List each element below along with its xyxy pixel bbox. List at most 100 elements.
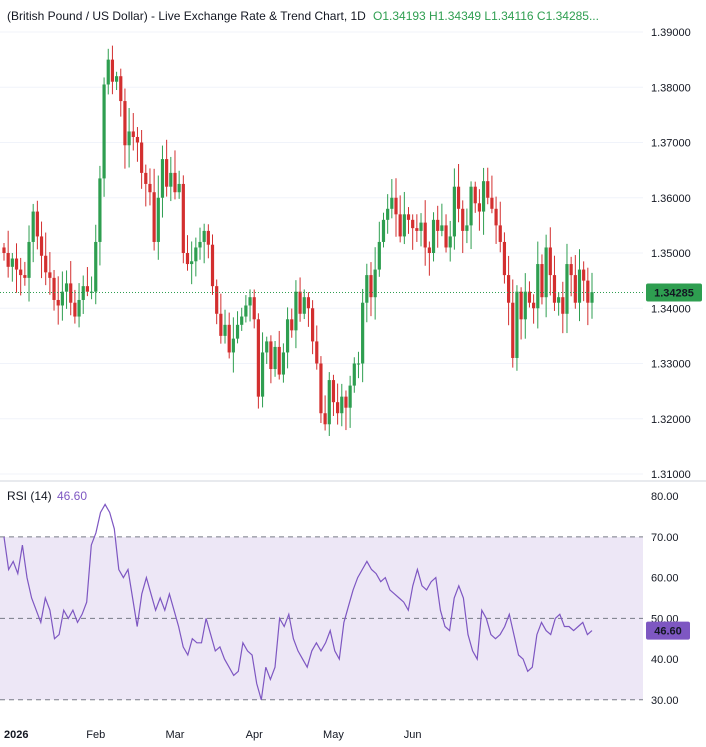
candle[interactable] xyxy=(56,276,60,325)
candle[interactable] xyxy=(515,285,519,371)
candle[interactable] xyxy=(419,213,423,247)
candle[interactable] xyxy=(336,383,340,425)
candle[interactable] xyxy=(89,276,94,300)
candle[interactable] xyxy=(227,312,231,359)
candle[interactable] xyxy=(340,383,344,427)
candle[interactable] xyxy=(223,309,227,344)
candle[interactable] xyxy=(127,107,131,168)
candle[interactable] xyxy=(202,223,206,264)
candle[interactable] xyxy=(210,234,215,295)
candle[interactable] xyxy=(369,262,373,317)
candle[interactable] xyxy=(198,227,202,260)
candle[interactable] xyxy=(10,252,14,282)
candle[interactable] xyxy=(477,189,482,231)
candle[interactable] xyxy=(165,139,169,197)
candle[interactable] xyxy=(469,181,473,250)
candle[interactable] xyxy=(219,293,223,344)
candle[interactable] xyxy=(461,200,465,254)
candle[interactable] xyxy=(169,156,173,202)
candle[interactable] xyxy=(381,212,386,248)
candle[interactable] xyxy=(582,261,586,302)
candle[interactable] xyxy=(281,343,286,383)
candle[interactable] xyxy=(490,175,494,214)
candle[interactable] xyxy=(481,167,486,235)
candle[interactable] xyxy=(327,372,331,436)
candle[interactable] xyxy=(114,71,119,91)
candle[interactable] xyxy=(94,224,98,305)
candle[interactable] xyxy=(160,145,165,218)
candle[interactable] xyxy=(148,168,152,206)
candle[interactable] xyxy=(394,178,398,237)
candle[interactable] xyxy=(532,294,536,324)
candle[interactable] xyxy=(406,207,411,234)
candle[interactable] xyxy=(35,200,39,250)
candle[interactable] xyxy=(265,336,269,364)
candle[interactable] xyxy=(577,249,582,322)
candle[interactable] xyxy=(19,257,23,296)
candle[interactable] xyxy=(527,281,532,308)
candle[interactable] xyxy=(27,225,31,302)
candle[interactable] xyxy=(102,77,106,197)
candle[interactable] xyxy=(573,255,577,309)
candle[interactable] xyxy=(390,179,394,219)
candle[interactable] xyxy=(181,175,185,264)
candle[interactable] xyxy=(561,281,565,334)
candle[interactable] xyxy=(77,283,81,328)
candle[interactable] xyxy=(2,243,6,261)
candle[interactable] xyxy=(348,375,352,428)
candle[interactable] xyxy=(356,351,361,379)
candle[interactable] xyxy=(465,208,469,244)
candle[interactable] xyxy=(252,289,256,329)
candle[interactable] xyxy=(440,203,444,237)
candle[interactable] xyxy=(506,255,511,326)
candle[interactable] xyxy=(173,150,177,200)
candle[interactable] xyxy=(190,241,194,285)
candle[interactable] xyxy=(494,196,498,244)
candle[interactable] xyxy=(48,252,52,295)
candle[interactable] xyxy=(144,164,148,207)
candle[interactable] xyxy=(456,164,461,223)
candle[interactable] xyxy=(386,194,390,234)
candle[interactable] xyxy=(361,288,365,383)
candle[interactable] xyxy=(590,272,594,319)
candle[interactable] xyxy=(244,295,248,323)
candle[interactable] xyxy=(31,203,35,263)
candle[interactable] xyxy=(156,175,160,260)
candle[interactable] xyxy=(319,356,323,424)
candle[interactable] xyxy=(152,168,156,251)
candle[interactable] xyxy=(123,88,127,169)
candle[interactable] xyxy=(110,45,115,95)
candle[interactable] xyxy=(273,341,277,377)
candlestick-series[interactable] xyxy=(2,45,594,436)
candle[interactable] xyxy=(135,127,140,162)
candle[interactable] xyxy=(431,212,436,262)
candle[interactable] xyxy=(81,275,85,314)
candle[interactable] xyxy=(248,289,252,322)
candle[interactable] xyxy=(402,191,406,245)
candle[interactable] xyxy=(119,68,123,117)
candle[interactable] xyxy=(85,267,90,297)
candle[interactable] xyxy=(498,201,502,253)
candle[interactable] xyxy=(206,224,210,259)
candle[interactable] xyxy=(569,256,573,297)
candle[interactable] xyxy=(140,129,144,189)
candle[interactable] xyxy=(98,165,102,266)
candle[interactable] xyxy=(486,167,490,205)
candle[interactable] xyxy=(298,277,302,322)
candle[interactable] xyxy=(436,205,440,248)
candle[interactable] xyxy=(256,313,260,409)
candle[interactable] xyxy=(294,280,298,349)
candle[interactable] xyxy=(398,195,402,243)
candle[interactable] xyxy=(448,220,452,262)
candle[interactable] xyxy=(415,214,419,242)
candle[interactable] xyxy=(177,170,181,199)
candle[interactable] xyxy=(557,292,561,316)
candle[interactable] xyxy=(215,279,219,325)
candle[interactable] xyxy=(411,214,415,250)
candle[interactable] xyxy=(502,232,507,284)
candle[interactable] xyxy=(6,230,10,278)
candle[interactable] xyxy=(323,395,327,431)
candle[interactable] xyxy=(544,234,548,318)
candle[interactable] xyxy=(511,279,515,368)
candle[interactable] xyxy=(185,235,190,271)
